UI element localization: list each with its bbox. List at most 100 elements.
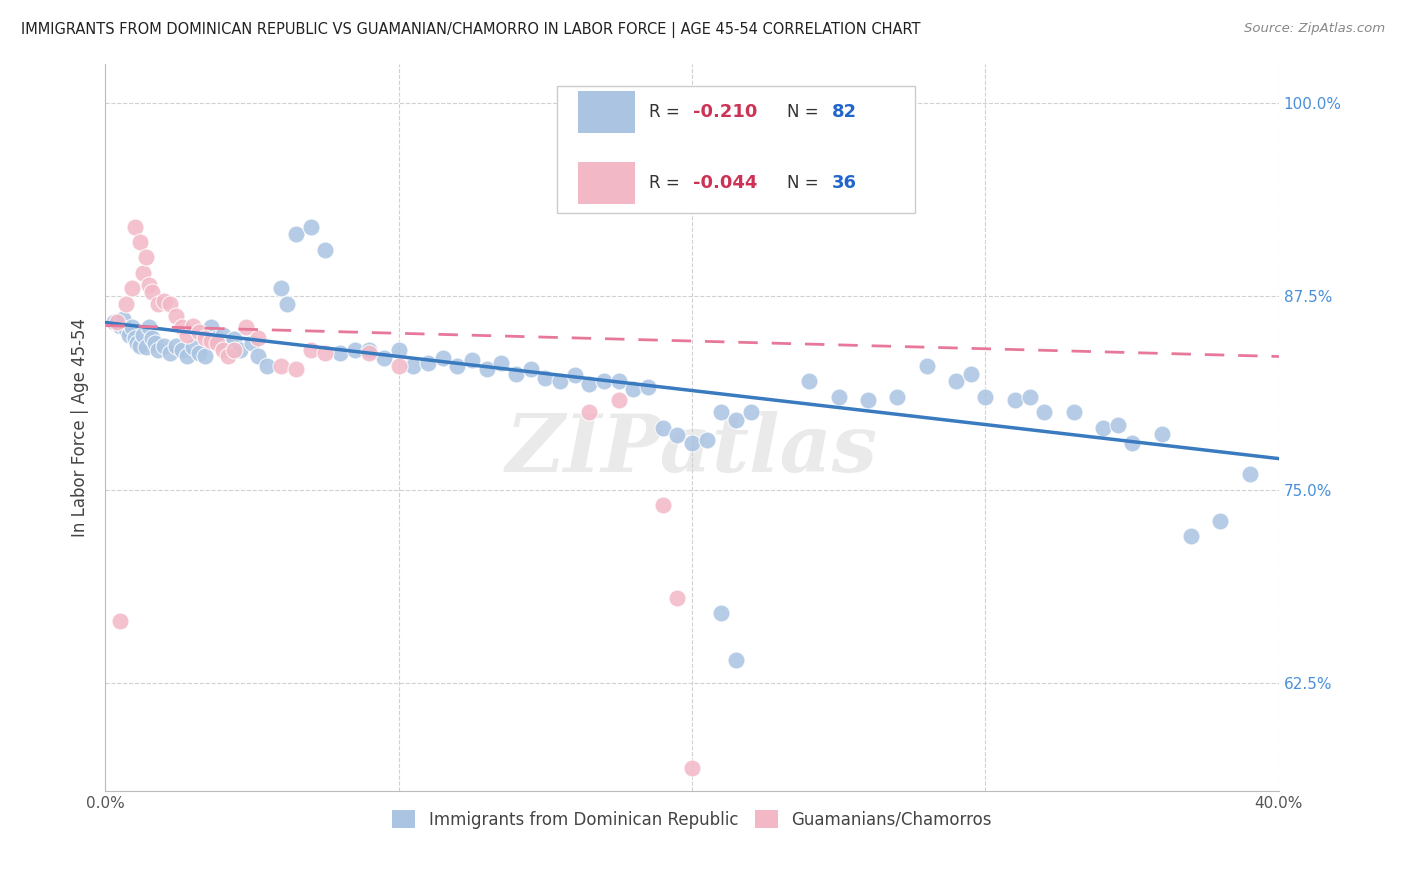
Point [170,343,193,358]
Point [651,498,673,512]
Point [1033,405,1056,419]
Point [121,320,143,334]
Point [105,315,128,329]
Point [1004,392,1026,407]
Point [343,343,366,358]
Point [1180,529,1202,543]
Point [138,278,160,293]
Point [270,359,292,373]
Point [915,359,938,373]
Point [607,374,630,388]
Bar [578,91,634,133]
Point [1063,405,1085,419]
Point [578,377,600,392]
Point [138,320,160,334]
Point [666,591,689,605]
Point [135,251,157,265]
Point [710,405,733,419]
Point [666,428,689,442]
Point [146,297,169,311]
Point [159,297,181,311]
Point [176,327,198,342]
Point [211,327,233,342]
Point [127,335,149,350]
Point [651,420,673,434]
Point [176,350,198,364]
Point [359,343,381,358]
Point [959,367,981,381]
Point [402,359,425,373]
Point [740,405,762,419]
Point [373,351,395,365]
Point [256,359,278,373]
Point [200,334,222,348]
Point [1091,420,1114,434]
Point [945,374,967,388]
Point [388,359,411,373]
Point [637,380,659,394]
Point [114,297,136,311]
Point [181,340,204,354]
Point [886,390,908,404]
Point [284,227,307,242]
Point [416,356,439,370]
Point [205,335,228,350]
Point [170,320,193,334]
Point [108,614,131,628]
Point [856,392,879,407]
Point [270,281,292,295]
Point [446,359,468,373]
Point [124,219,146,234]
Point [224,343,246,358]
Point [165,339,187,353]
Point [181,318,204,333]
Point [200,320,222,334]
Point [1107,417,1129,432]
Point [132,266,155,280]
Point [194,331,217,345]
Point [129,235,152,249]
Text: R =: R = [648,174,685,193]
Point [284,362,307,376]
Point [146,343,169,358]
Point [578,405,600,419]
Text: 36: 36 [832,174,856,193]
Point [141,285,163,299]
Point [124,331,146,345]
Point [246,350,269,364]
Point [1239,467,1261,481]
Point [235,320,257,334]
Point [153,293,176,308]
Point [240,335,263,350]
Point [108,318,131,333]
Point [141,331,163,345]
FancyBboxPatch shape [557,86,915,213]
Point [548,374,571,388]
Text: R =: R = [648,103,685,121]
Point [132,327,155,342]
Point [621,382,644,396]
Point [681,436,703,450]
Point [799,374,821,388]
Point [194,350,217,364]
Point [725,413,748,427]
Point [710,607,733,621]
Point [329,346,352,360]
Point [1150,426,1173,441]
Point [359,346,381,360]
Point [114,321,136,335]
Point [314,243,336,257]
Text: -0.210: -0.210 [693,103,758,121]
Point [505,367,527,381]
Text: IMMIGRANTS FROM DOMINICAN REPUBLIC VS GUAMANIAN/CHAMORRO IN LABOR FORCE | AGE 45: IMMIGRANTS FROM DOMINICAN REPUBLIC VS GU… [21,22,921,38]
Point [607,392,630,407]
Y-axis label: In Labor Force | Age 45-54: In Labor Force | Age 45-54 [72,318,89,537]
Point [974,390,997,404]
Text: N =: N = [787,103,824,121]
Point [475,362,498,376]
Point [1121,436,1143,450]
Point [118,327,141,342]
Point [211,343,233,358]
Point [217,339,239,353]
Point [205,331,228,345]
